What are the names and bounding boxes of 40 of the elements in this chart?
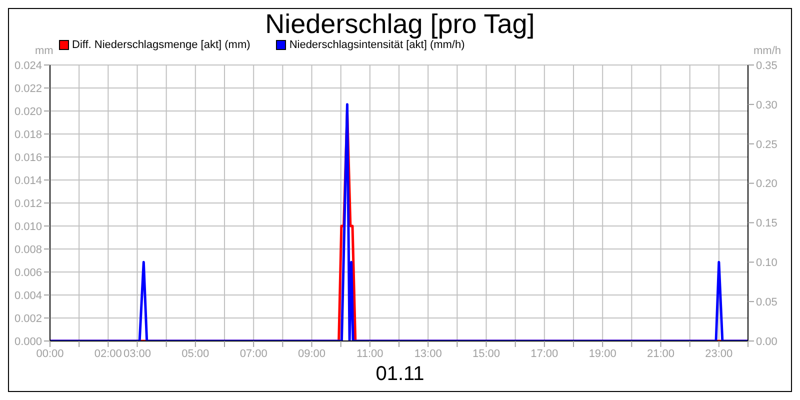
chart-title: Niederschlag [pro Tag] bbox=[264, 9, 536, 40]
y2-tick-label: 0.05 bbox=[756, 296, 778, 308]
y2-tick-label: 0.30 bbox=[756, 99, 778, 112]
x-tick-label: 19:00 bbox=[588, 348, 616, 360]
y-tick-label: 0.016 bbox=[14, 152, 42, 164]
y-axis-title: mm bbox=[35, 45, 54, 57]
x-tick-label: 02:00 bbox=[94, 348, 122, 360]
y-tick-label: 0.020 bbox=[14, 106, 42, 118]
legend-label: Niederschlagsintensität [akt] (mm/h) bbox=[289, 39, 465, 51]
y-tick-label: 0.014 bbox=[14, 174, 42, 187]
y-tick-label: 0.000 bbox=[14, 336, 42, 348]
y-tick-label: 0.008 bbox=[14, 244, 42, 256]
y2-tick-label: 0.25 bbox=[756, 138, 778, 151]
y2-axis-title: mm/h bbox=[754, 45, 781, 57]
x-tick-label: 17:00 bbox=[530, 348, 558, 360]
y2-tick-label: 0.00 bbox=[756, 336, 778, 348]
x-tick-label: 13:00 bbox=[414, 348, 442, 360]
y2-tick-label: 0.20 bbox=[756, 178, 778, 190]
x-tick-label: 11:00 bbox=[356, 348, 384, 360]
y-tick-label: 0.002 bbox=[14, 312, 42, 325]
legend-label: Diff. Niederschlagsmenge [akt] (mm) bbox=[72, 39, 250, 51]
y-tick-label: 0.006 bbox=[14, 266, 42, 279]
y2-tick-label: 0.10 bbox=[756, 257, 778, 270]
y-tick-label: 0.012 bbox=[14, 198, 42, 210]
x-axis-title: 01.11 bbox=[374, 363, 426, 386]
x-tick-label: 15:00 bbox=[472, 348, 500, 360]
x-tick-label: 07:00 bbox=[240, 348, 268, 360]
x-tick-label: 00:00 bbox=[36, 348, 64, 360]
y2-tick-label: 0.35 bbox=[756, 60, 778, 72]
x-tick-label: 09:00 bbox=[298, 348, 326, 360]
y-tick-label: 0.024 bbox=[14, 60, 42, 72]
y2-tick-label: 0.15 bbox=[756, 218, 778, 230]
y-tick-label: 0.010 bbox=[14, 220, 42, 233]
y-tick-label: 0.004 bbox=[14, 290, 42, 302]
x-tick-label: 05:00 bbox=[182, 348, 210, 360]
x-tick-label: 23:00 bbox=[705, 348, 733, 360]
x-tick-label: 03:00 bbox=[123, 348, 152, 360]
y-tick-label: 0.022 bbox=[14, 82, 42, 95]
x-tick-label: 21:00 bbox=[646, 348, 675, 360]
y-tick-label: 0.018 bbox=[14, 128, 42, 141]
